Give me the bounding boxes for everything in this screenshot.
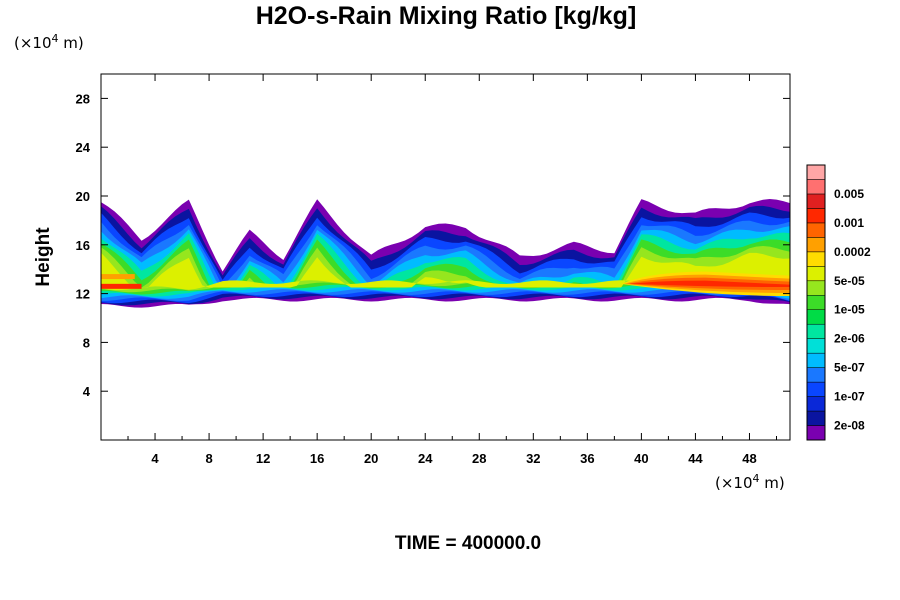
left-streak (101, 283, 142, 289)
x-tick-label: 28 (472, 451, 486, 466)
colorbar-swatch (806, 237, 826, 253)
colorbar-label: 1e-07 (834, 390, 865, 404)
x-tick-label: 44 (688, 451, 703, 466)
colorbar-swatch (806, 193, 826, 209)
colorbar-frame (806, 164, 826, 441)
x-tick-label: 12 (256, 451, 270, 466)
time-annotation: TIME = 400000.0 (395, 533, 541, 554)
colorbar-swatch (806, 396, 826, 412)
colorbar-swatch (806, 266, 826, 282)
x-tick-label: 32 (526, 451, 540, 466)
colorbar-swatch (806, 251, 826, 267)
colorbar-label: 1e-05 (834, 303, 865, 317)
colorbar-label: 5e-07 (834, 361, 865, 375)
x-unit-label: (×104 m) (715, 472, 785, 492)
x-tick-label: 24 (418, 451, 433, 466)
colorbar-swatch (806, 164, 826, 180)
x-tick-label: 48 (742, 451, 756, 466)
colorbar-swatch (806, 309, 826, 325)
cloud-band (101, 199, 790, 308)
x-tick-label: 16 (310, 451, 324, 466)
y-tick-label: 20 (76, 189, 90, 204)
y-unit-label: (×104 m) (14, 32, 84, 52)
y-tick-label: 12 (76, 287, 90, 302)
colorbar-swatch (806, 222, 826, 238)
x-tick-label: 20 (364, 451, 378, 466)
chart-title: H2O-s-Rain Mixing Ratio [kg/kg] (256, 2, 637, 30)
y-ticks: 4 8 12 16 20 24 28 (76, 91, 790, 399)
colorbar-swatch (806, 208, 826, 224)
colorbar-swatch (806, 410, 826, 426)
x-tick-label: 4 (151, 451, 159, 466)
colorbar-swatch (806, 295, 826, 310)
y-tick-label: 8 (83, 335, 90, 350)
colorbar-label: 0.001 (834, 216, 864, 230)
y-tick-label: 4 (83, 384, 91, 399)
plot-frame (100, 73, 791, 441)
colorbar-swatch (806, 352, 826, 368)
colorbar-label: 5e-05 (834, 274, 865, 288)
colorbar-swatch (806, 425, 826, 441)
colorbar-label: 2e-08 (834, 419, 865, 433)
y-tick-label: 16 (76, 238, 90, 253)
colorbar-swatch (806, 381, 826, 397)
left-streak (101, 274, 135, 280)
colorbar-swatch (806, 179, 826, 195)
x-tick-label: 8 (205, 451, 212, 466)
x-ticks: 4 8 12 16 20 24 28 32 36 40 44 48 (127, 74, 777, 466)
colorbar-label: 0.0002 (834, 245, 871, 259)
y-tick-label: 24 (76, 140, 91, 155)
band-contour-layer (101, 252, 790, 291)
colorbar-swatch (806, 338, 826, 354)
colorbar-legend: 2e-08 1e-07 5e-07 2e-06 1e-05 5e-05 0.0002 0.00… (806, 164, 871, 441)
colorbar-swatch (806, 323, 826, 339)
colorbar-label: 0.005 (834, 187, 864, 201)
colorbar-swatch (806, 367, 826, 383)
max-region-layer (630, 280, 790, 288)
y-axis-label: Height (33, 227, 54, 287)
band-contour-layer (101, 239, 790, 295)
x-tick-label: 36 (580, 451, 594, 466)
x-tick-label: 40 (634, 451, 648, 466)
y-tick-label: 28 (76, 91, 90, 106)
colorbar-swatch (806, 280, 826, 296)
colorbar-label: 2e-06 (834, 332, 865, 346)
